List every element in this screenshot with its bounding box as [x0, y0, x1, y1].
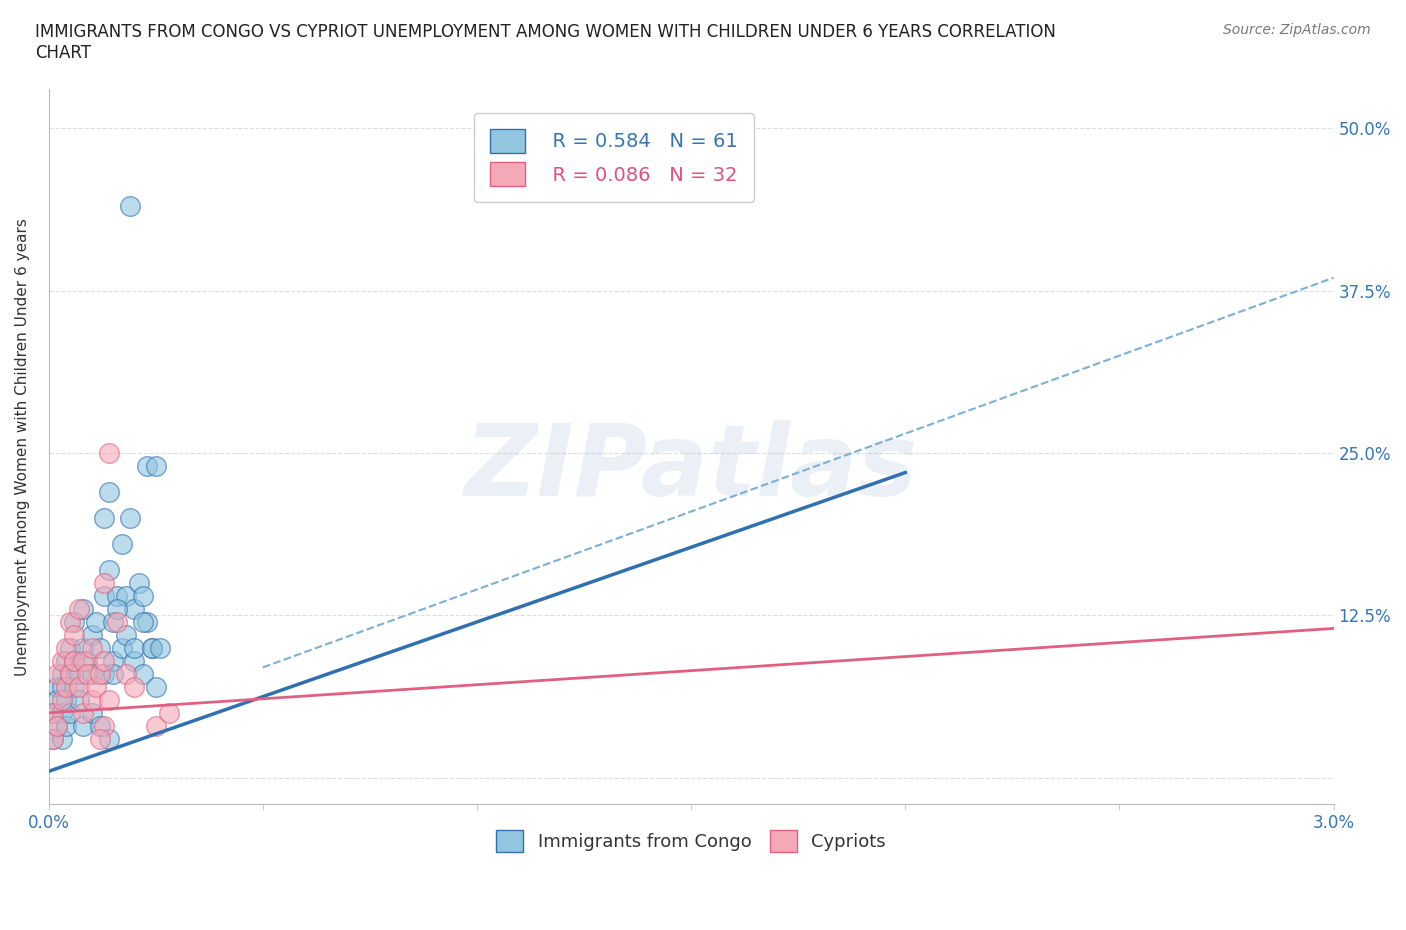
Point — [42, 706, 65, 721]
Point — [97, 731, 120, 746]
Point — [42, 706, 65, 721]
Legend: Immigrants from Congo, Cypriots: Immigrants from Congo, Cypriots — [489, 822, 893, 859]
Point — [55, 641, 77, 656]
Point — [105, 589, 128, 604]
Point — [51, 731, 73, 746]
Point — [42, 731, 65, 746]
Point — [97, 693, 120, 708]
Point — [101, 667, 124, 682]
Point — [46, 718, 69, 733]
Point — [93, 576, 115, 591]
Point — [132, 667, 155, 682]
Point — [51, 667, 73, 682]
Point — [51, 654, 73, 669]
Point — [51, 680, 73, 695]
Point — [136, 458, 159, 473]
Point — [46, 680, 69, 695]
Point — [114, 667, 136, 682]
Point — [101, 654, 124, 669]
Point — [72, 602, 94, 617]
Point — [51, 693, 73, 708]
Point — [132, 589, 155, 604]
Point — [72, 718, 94, 733]
Point — [145, 458, 167, 473]
Point — [101, 615, 124, 630]
Point — [55, 693, 77, 708]
Point — [67, 602, 90, 617]
Point — [55, 680, 77, 695]
Point — [42, 731, 65, 746]
Point — [97, 563, 120, 578]
Point — [46, 693, 69, 708]
Point — [110, 537, 132, 551]
Point — [105, 602, 128, 617]
Point — [136, 615, 159, 630]
Point — [114, 589, 136, 604]
Point — [145, 680, 167, 695]
Point — [89, 641, 111, 656]
Point — [80, 667, 103, 682]
Point — [84, 680, 107, 695]
Point — [72, 706, 94, 721]
Point — [120, 511, 142, 525]
Point — [63, 628, 86, 643]
Point — [93, 667, 115, 682]
Point — [89, 731, 111, 746]
Point — [63, 680, 86, 695]
Point — [46, 718, 69, 733]
Point — [63, 615, 86, 630]
Point — [46, 667, 69, 682]
Point — [128, 576, 150, 591]
Point — [97, 485, 120, 499]
Point — [72, 641, 94, 656]
Point — [59, 615, 82, 630]
Point — [59, 641, 82, 656]
Point — [51, 706, 73, 721]
Point — [93, 589, 115, 604]
Point — [97, 445, 120, 460]
Point — [110, 641, 132, 656]
Point — [76, 667, 98, 682]
Point — [93, 654, 115, 669]
Point — [84, 615, 107, 630]
Point — [67, 667, 90, 682]
Point — [132, 615, 155, 630]
Point — [105, 615, 128, 630]
Point — [63, 654, 86, 669]
Point — [59, 667, 82, 682]
Point — [124, 641, 146, 656]
Point — [59, 706, 82, 721]
Point — [124, 654, 146, 669]
Text: ZIPatlas: ZIPatlas — [464, 419, 918, 516]
Point — [80, 641, 103, 656]
Point — [89, 667, 111, 682]
Text: Source: ZipAtlas.com: Source: ZipAtlas.com — [1223, 23, 1371, 37]
Point — [120, 199, 142, 214]
Point — [114, 628, 136, 643]
Point — [124, 602, 146, 617]
Text: IMMIGRANTS FROM CONGO VS CYPRIOT UNEMPLOYMENT AMONG WOMEN WITH CHILDREN UNDER 6 : IMMIGRANTS FROM CONGO VS CYPRIOT UNEMPLO… — [35, 23, 1056, 62]
Point — [124, 680, 146, 695]
Point — [141, 641, 163, 656]
Point — [63, 654, 86, 669]
Point — [145, 718, 167, 733]
Point — [55, 718, 77, 733]
Point — [59, 667, 82, 682]
Point — [72, 654, 94, 669]
Point — [93, 511, 115, 525]
Point — [80, 628, 103, 643]
Point — [93, 718, 115, 733]
Point — [67, 680, 90, 695]
Point — [55, 654, 77, 669]
Point — [80, 706, 103, 721]
Point — [89, 718, 111, 733]
Point — [67, 693, 90, 708]
Point — [80, 693, 103, 708]
Point — [76, 654, 98, 669]
Point — [141, 641, 163, 656]
Y-axis label: Unemployment Among Women with Children Under 6 years: Unemployment Among Women with Children U… — [15, 218, 30, 675]
Point — [149, 641, 172, 656]
Point — [157, 706, 180, 721]
